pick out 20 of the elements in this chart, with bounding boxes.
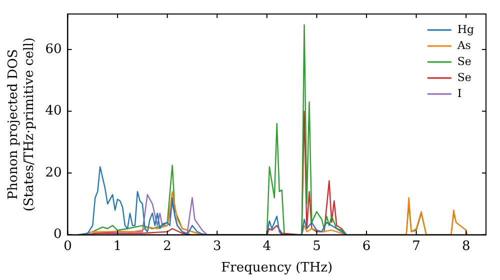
y-tick-label: 20 (45, 165, 62, 180)
legend-label: As (456, 38, 472, 52)
x-tick-label: 2 (163, 238, 172, 254)
x-tick-label: 5 (312, 238, 321, 254)
x-tick-label: 3 (212, 238, 222, 254)
y-tick-label: 40 (45, 104, 62, 119)
x-tick-label: 1 (113, 238, 122, 254)
x-tick-label: 8 (462, 238, 470, 254)
legend-label: I (457, 86, 462, 100)
legend-label: Se (457, 70, 472, 84)
y-tick-label: 0 (53, 227, 62, 242)
y-axis-title: Phonon projected DOS (States/THz·primitive cell) (6, 37, 37, 212)
legend-label: Hg (457, 22, 474, 36)
x-tick-label: 4 (262, 238, 272, 254)
legend-label: Se (457, 54, 472, 68)
x-tick-label: 7 (412, 238, 420, 254)
y-tick-label: 60 (45, 42, 62, 57)
x-tick-label: 0 (64, 238, 72, 254)
x-axis-title: Frequency (THz) (221, 260, 333, 276)
x-tick-label: 6 (362, 238, 371, 254)
